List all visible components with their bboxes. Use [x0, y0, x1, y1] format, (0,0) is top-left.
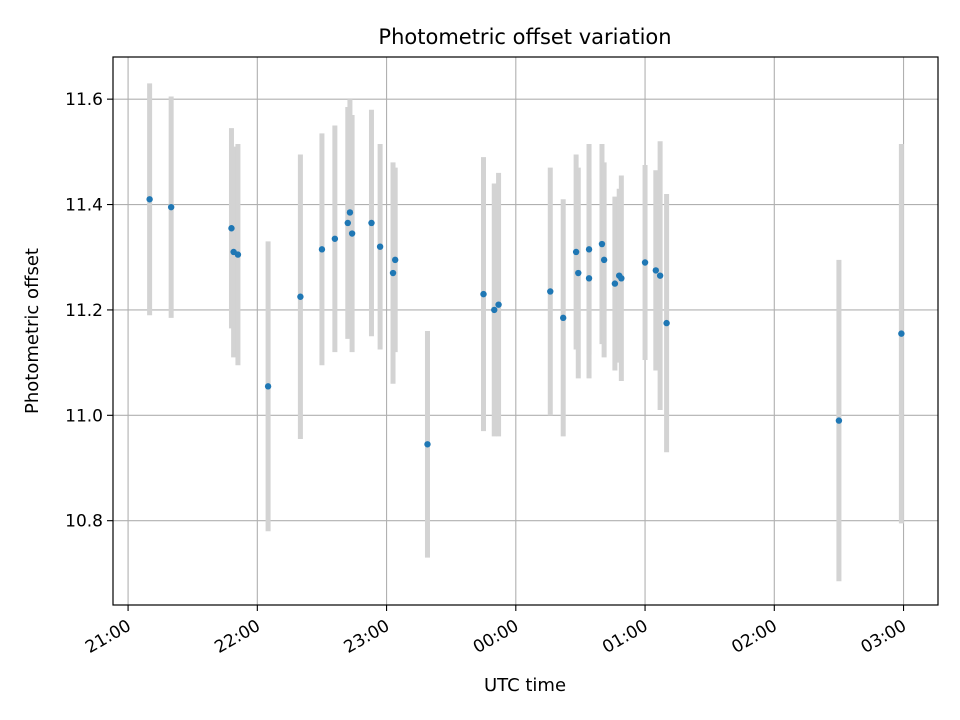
plot-frame	[112, 56, 939, 606]
chart-title: Photometric offset variation	[378, 25, 671, 49]
data-point	[376, 243, 384, 250]
data-point	[598, 240, 606, 248]
data-point	[641, 259, 649, 266]
data-point	[611, 280, 619, 287]
y-axis-title: Photometric offset	[22, 248, 43, 414]
data-point	[652, 267, 660, 274]
data-point	[898, 330, 905, 337]
data-point	[656, 272, 664, 279]
data-point	[318, 246, 326, 253]
data-point	[331, 235, 339, 242]
y-tick-label: 10.8	[65, 512, 103, 532]
data-point	[663, 319, 670, 327]
data-point	[424, 441, 431, 448]
data-point	[389, 269, 397, 277]
data-point	[167, 203, 175, 211]
data-point	[835, 417, 843, 424]
y-tick-label: 11.4	[65, 196, 103, 216]
x-axis-title: UTC time	[484, 675, 566, 696]
y-tick-label: 11.0	[65, 406, 103, 426]
data-point	[234, 251, 242, 258]
data-point	[600, 256, 608, 264]
data-point	[391, 256, 399, 264]
y-tick-label: 11.2	[65, 301, 103, 321]
data-point	[495, 301, 502, 308]
data-point	[348, 230, 356, 237]
data-point	[480, 290, 487, 298]
data-point	[491, 306, 498, 314]
data-point	[368, 219, 375, 227]
data-point	[575, 269, 582, 277]
data-point	[264, 383, 272, 390]
data-point	[547, 288, 554, 295]
data-point	[297, 293, 304, 300]
data-point	[618, 275, 625, 282]
data-point	[346, 209, 354, 216]
y-tick-label: 11.6	[65, 90, 103, 110]
data-point	[344, 219, 351, 227]
data-point	[585, 246, 593, 253]
data-point	[559, 314, 567, 322]
data-point	[572, 248, 580, 256]
data-point	[146, 196, 153, 203]
data-points	[146, 196, 905, 448]
data-point	[585, 275, 593, 282]
data-point	[228, 225, 235, 232]
y-axis-ticks: 10.8 11.0 11.2 11.4 11.6	[65, 90, 113, 532]
